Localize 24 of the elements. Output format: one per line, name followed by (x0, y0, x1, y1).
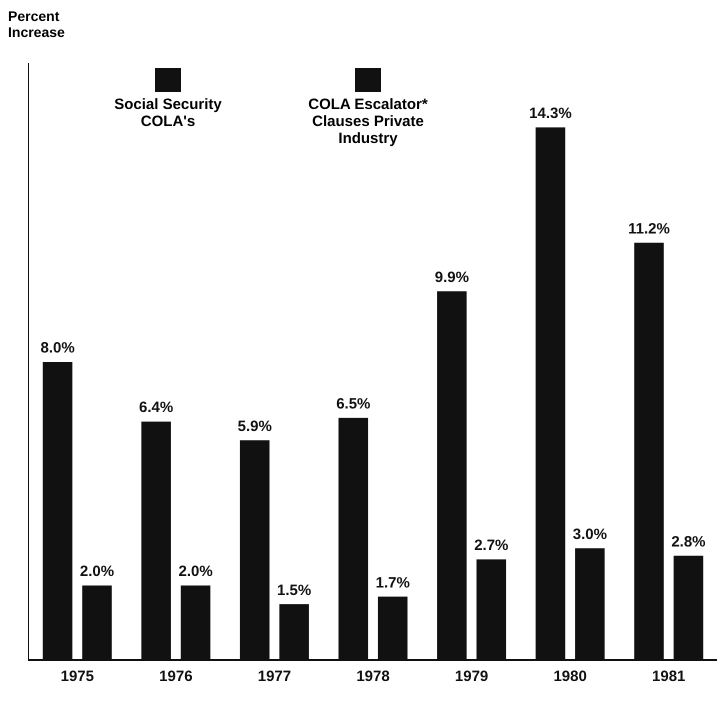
data-label: 1.7% (376, 574, 410, 592)
data-label: 6.5% (336, 396, 370, 413)
x-tick-label: 1977 (258, 668, 292, 686)
data-label: 2.0% (178, 563, 213, 580)
text: Percent Increase (8, 8, 66, 40)
legend-label: Social Security COLA's (113, 96, 223, 130)
data-label: 2.8% (671, 533, 706, 550)
x-tick-label: 1980 (553, 668, 587, 686)
legend-label: COLA Escalator* Clauses Private Industry (307, 96, 429, 147)
data-label: 6.4% (139, 399, 174, 416)
data-label: 5.9% (238, 418, 272, 435)
x-tick-label: 1981 (652, 668, 686, 686)
x-tick-label: 1975 (60, 668, 94, 686)
x-tick-label: 1979 (454, 668, 488, 686)
x-tick-label: 1978 (356, 668, 390, 686)
data-label: 9.9% (434, 268, 469, 286)
data-label: 14.3% (529, 104, 572, 122)
data-label: 1.5% (277, 582, 312, 599)
data-label: 2.0% (80, 563, 114, 580)
data-label: 8.0% (40, 340, 75, 357)
data-label: 2.7% (474, 537, 508, 554)
x-tick-label: 1976 (159, 668, 193, 686)
data-label: 11.2% (628, 220, 670, 238)
data-label: 3.0% (572, 526, 607, 543)
